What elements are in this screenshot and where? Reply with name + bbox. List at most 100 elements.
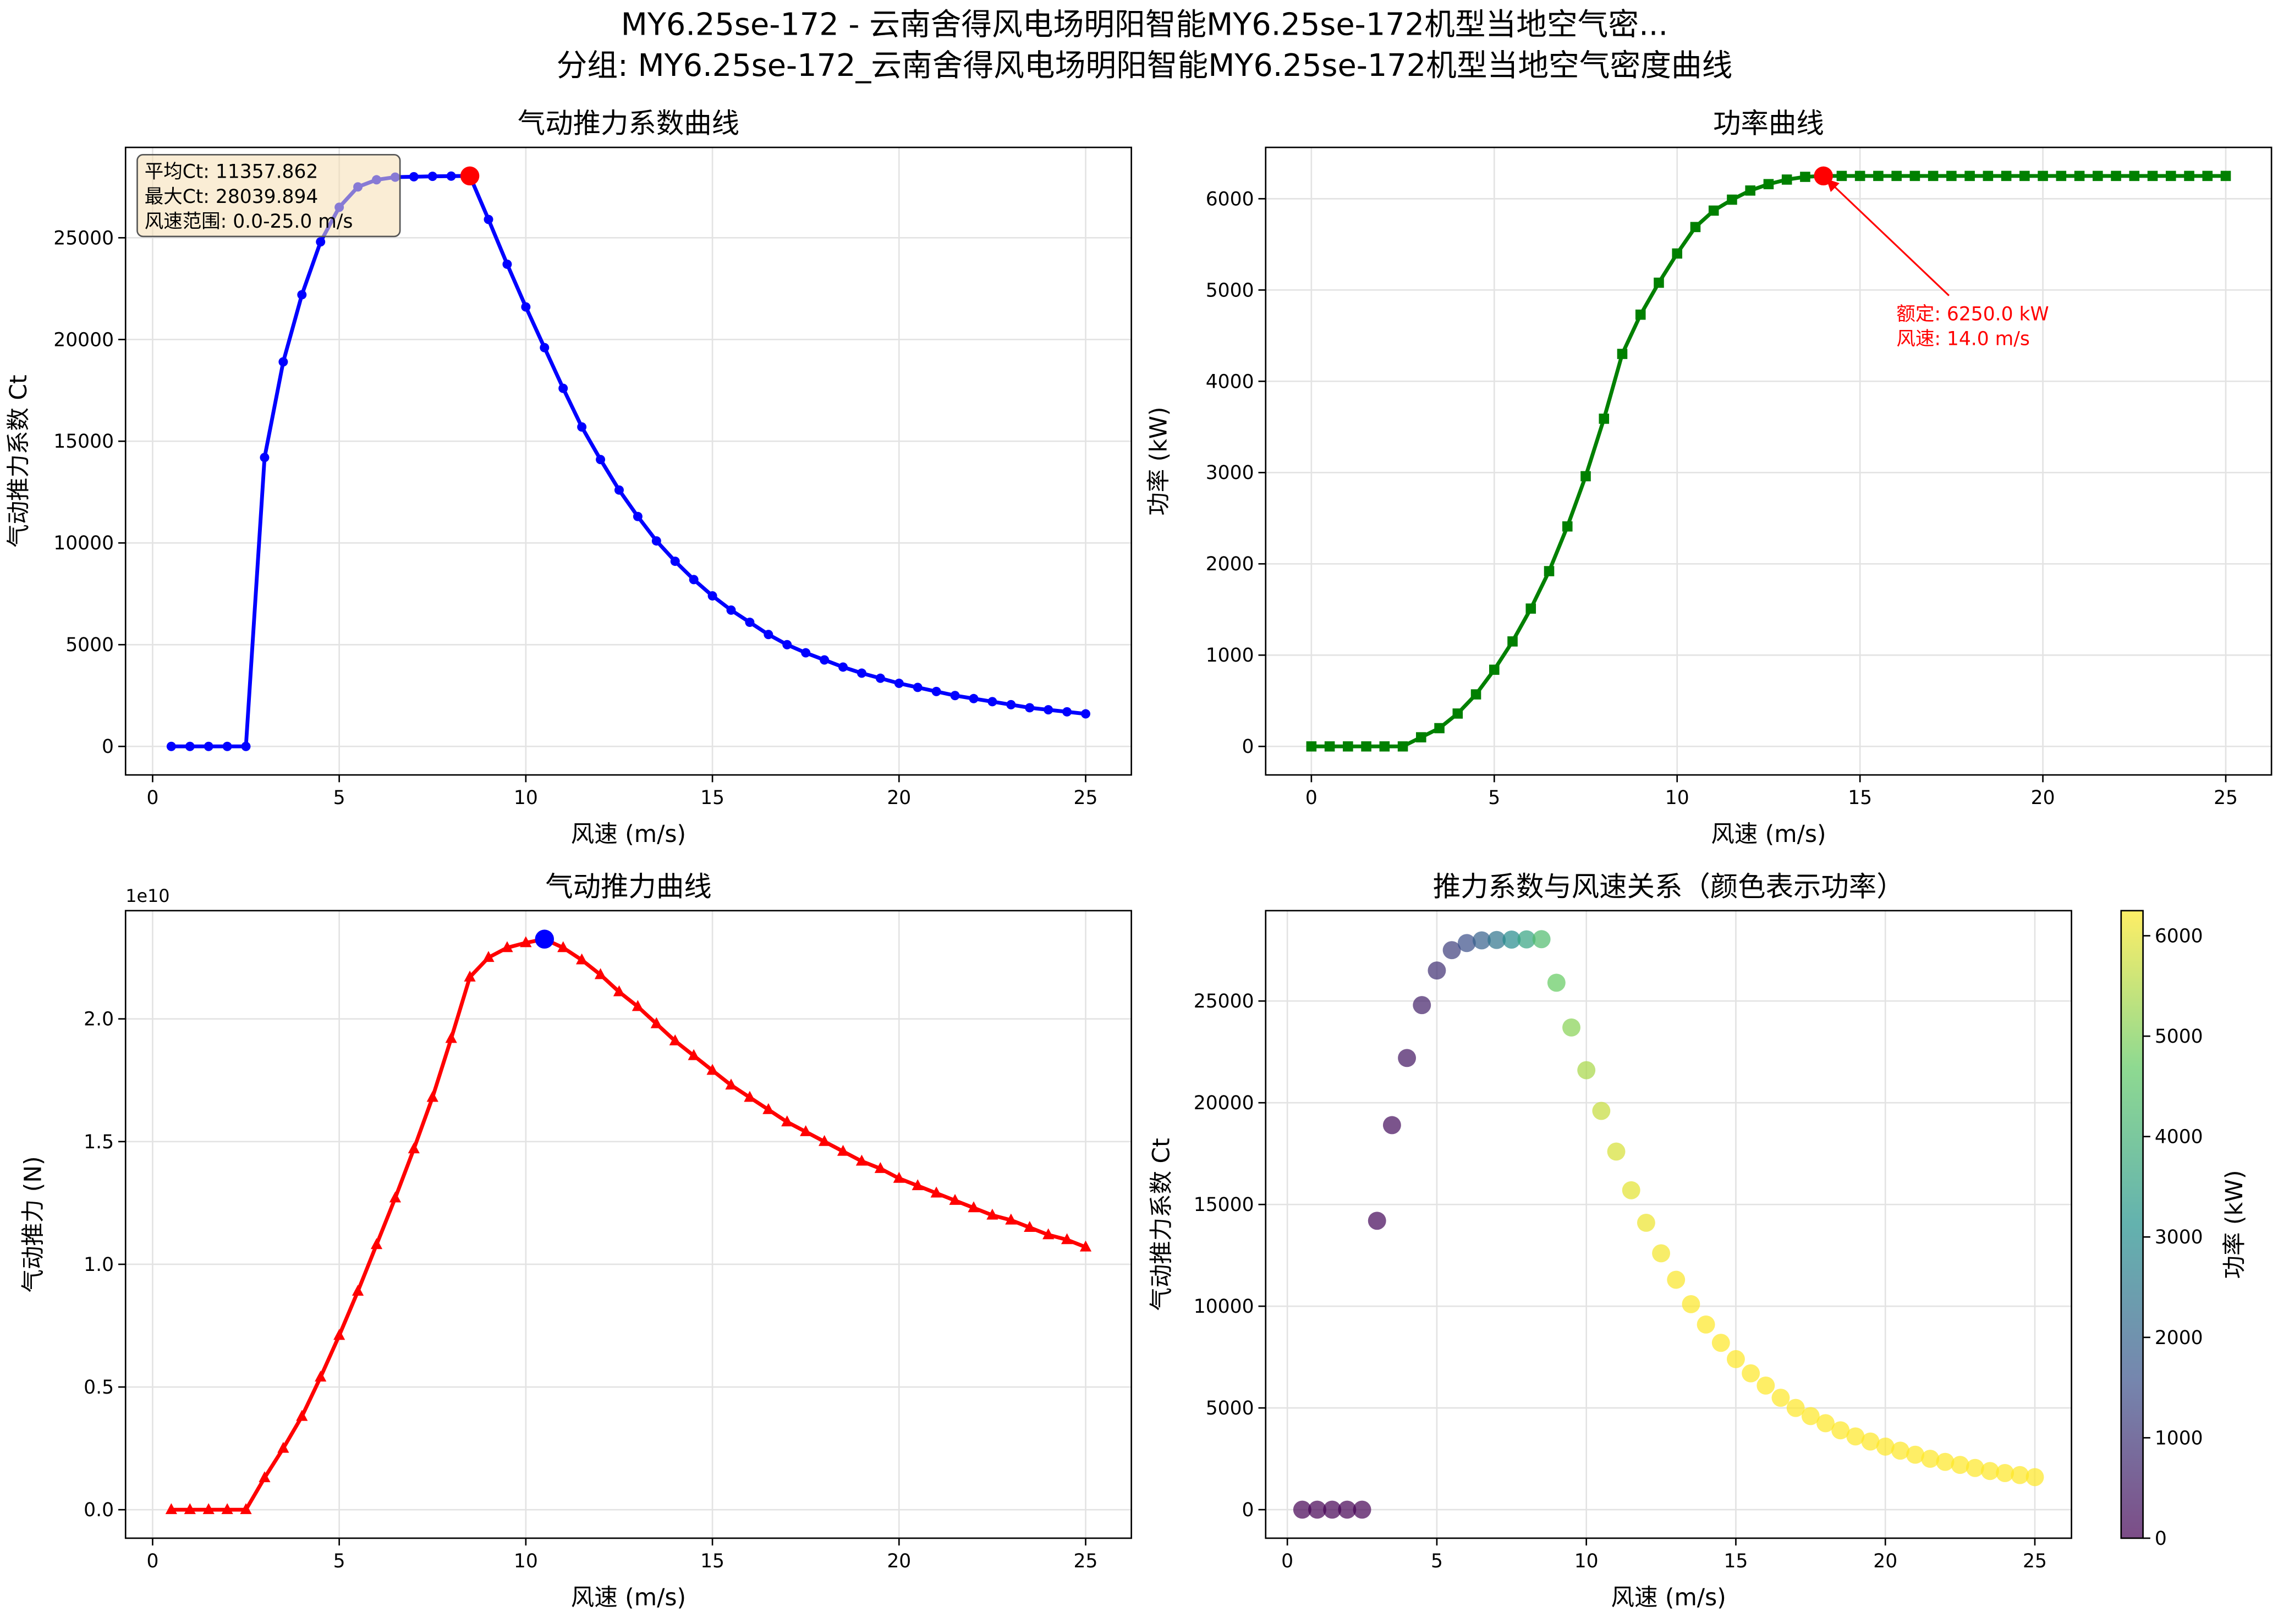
marker — [484, 214, 493, 224]
marker — [296, 1410, 308, 1421]
scatter-point — [1353, 1500, 1371, 1519]
y-tick-label: 5000 — [1206, 279, 1254, 301]
scatter-point — [1936, 1452, 1955, 1471]
marker — [1061, 1233, 1073, 1245]
marker — [278, 357, 288, 367]
marker — [409, 172, 419, 181]
y-tick-label: 1000 — [1206, 645, 1254, 667]
marker — [1079, 1240, 1092, 1252]
marker — [1042, 1228, 1055, 1240]
x-axis-label: 风速 (m/s) — [571, 821, 686, 848]
marker — [204, 741, 213, 751]
scatter-point — [1951, 1456, 1969, 1474]
marker — [670, 557, 680, 566]
marker — [1745, 185, 1755, 196]
y-axis-label: 气动推力系数 Ct — [6, 375, 32, 547]
y-tick-label: 0.5 — [84, 1377, 114, 1399]
marker — [875, 673, 885, 683]
marker — [540, 343, 550, 353]
marker — [1654, 277, 1664, 288]
x-tick-label: 15 — [700, 1550, 724, 1572]
annotation-text: 风速: 14.0 m/s — [1896, 328, 2029, 350]
scatter-point — [1547, 973, 1566, 992]
marker — [2019, 170, 2030, 181]
marker — [969, 693, 979, 703]
y-axis-label: 气动推力 (N) — [20, 1156, 47, 1292]
marker — [1452, 708, 1463, 719]
x-tick-label: 20 — [1873, 1550, 1897, 1572]
scatter-point — [1756, 1376, 1775, 1395]
figure-subtitle: 分组: MY6.25se-172_云南舍得风电场明阳智能MY6.25se-172… — [557, 48, 1733, 84]
marker — [2220, 170, 2231, 181]
marker — [913, 682, 923, 692]
marker — [1635, 309, 1646, 320]
marker — [2147, 170, 2158, 181]
marker — [1006, 700, 1016, 709]
marker — [2056, 170, 2067, 181]
marker — [837, 1144, 849, 1156]
marker — [894, 679, 904, 689]
y-tick-label: 5000 — [1206, 1397, 1254, 1419]
data-line — [171, 937, 1086, 1512]
y-tick-label: 15000 — [53, 431, 114, 453]
marker — [1708, 205, 1719, 216]
scatter-point — [1637, 1214, 1655, 1232]
marker — [949, 1193, 961, 1205]
scatter-point — [1981, 1462, 1999, 1480]
marker — [222, 741, 232, 751]
marker — [2111, 170, 2121, 181]
offset-label: 1e10 — [125, 885, 169, 906]
text-box-line: 最大Ct: 28039.894 — [145, 186, 319, 208]
marker — [2038, 170, 2048, 181]
marker — [166, 741, 176, 751]
y-tick-label: 0 — [1242, 1499, 1254, 1521]
y-tick-label: 0 — [102, 736, 114, 758]
marker — [1306, 741, 1317, 752]
marker — [408, 1142, 420, 1154]
marker — [801, 648, 811, 658]
marker — [1062, 707, 1072, 717]
marker — [912, 1179, 924, 1191]
annotation-text: 额定: 6250.0 kW — [1896, 304, 2049, 326]
scatter-point — [1831, 1421, 1850, 1440]
marker — [1727, 194, 1737, 205]
marker — [744, 1091, 756, 1102]
x-tick-label: 0 — [1281, 1550, 1293, 1572]
marker — [820, 655, 830, 665]
y-tick-label: 0 — [1242, 736, 1254, 758]
marker — [987, 697, 997, 707]
marker — [893, 1171, 905, 1183]
marker — [2074, 170, 2085, 181]
marker — [800, 1125, 812, 1136]
x-tick-label: 10 — [1665, 787, 1689, 809]
marker — [1525, 603, 1536, 614]
y-tick-label: 20000 — [1194, 1092, 1254, 1114]
annotation-arrow — [1827, 179, 1950, 296]
marker — [482, 951, 495, 962]
marker — [931, 686, 941, 696]
x-tick-label: 5 — [333, 787, 345, 809]
scatter-point — [1368, 1212, 1386, 1230]
marker — [1672, 248, 1683, 259]
scatter-point — [1413, 996, 1431, 1015]
scatter-point — [1577, 1061, 1596, 1080]
scatter-point — [1652, 1244, 1671, 1263]
scatter-point — [1517, 930, 1536, 949]
text-box-line: 风速范围: 0.0-25.0 m/s — [145, 211, 353, 233]
marker — [1964, 170, 1975, 181]
scatter-point — [1816, 1414, 1835, 1433]
scatter-point — [1667, 1270, 1686, 1289]
x-tick-label: 5 — [333, 1550, 345, 1572]
marker — [464, 970, 476, 982]
marker — [968, 1201, 980, 1213]
marker — [1983, 170, 1994, 181]
scatter-point — [1846, 1427, 1865, 1446]
marker — [259, 1471, 271, 1483]
x-axis-label: 风速 (m/s) — [1711, 821, 1826, 848]
x-tick-label: 0 — [146, 1550, 158, 1572]
y-tick-label: 3000 — [1206, 462, 1254, 484]
marker — [2129, 170, 2140, 181]
